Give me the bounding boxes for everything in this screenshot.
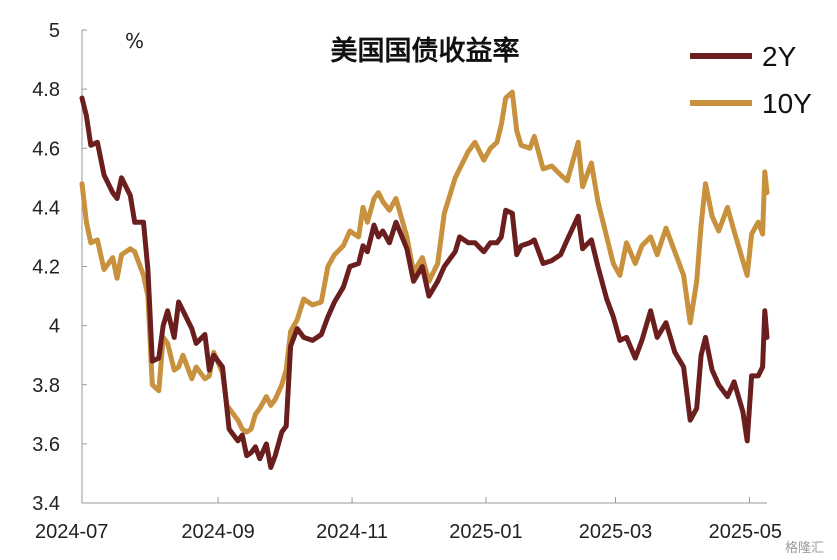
watermark-text: 格隆汇	[785, 540, 824, 556]
y-axis-ticks: 3.4 3.6 3.8 4 4.2 4.4 4.6 4.8 5	[32, 20, 87, 515]
y-tick-label: 3.6	[32, 434, 60, 456]
legend: 2Y 10Y	[690, 41, 812, 119]
series-layer	[79, 89, 770, 470]
x-tick-label: 2025-01	[449, 521, 522, 543]
legend-label-2y: 2Y	[762, 41, 797, 72]
x-tick-label: 2024-09	[181, 521, 254, 543]
x-axis-ticks: 2024-07 2024-09 2024-11 2025-01 2025-03 2025-…	[35, 497, 782, 543]
y-tick-label: 4.6	[32, 138, 60, 160]
y-tick-label: 3.4	[32, 493, 60, 515]
legend-label-10y: 10Y	[762, 88, 812, 119]
y-tick-label: 4.4	[32, 197, 60, 219]
x-tick-label: 2024-07	[35, 521, 108, 543]
x-tick-label: 2024-11	[316, 521, 388, 543]
chart-title: 美国国债收益率	[331, 35, 520, 67]
y-tick-label: 5	[49, 20, 60, 42]
series-line-2y	[79, 95, 770, 470]
y-tick-label: 4.8	[32, 79, 60, 101]
series-line-10y	[79, 89, 770, 435]
y-tick-label: 3.8	[32, 375, 60, 397]
x-tick-label: 2025-05	[709, 521, 782, 543]
unit-label: %	[125, 29, 144, 53]
y-tick-label: 4.2	[32, 257, 60, 279]
x-tick-label: 2025-03	[579, 521, 652, 543]
y-tick-label: 4	[49, 316, 60, 338]
